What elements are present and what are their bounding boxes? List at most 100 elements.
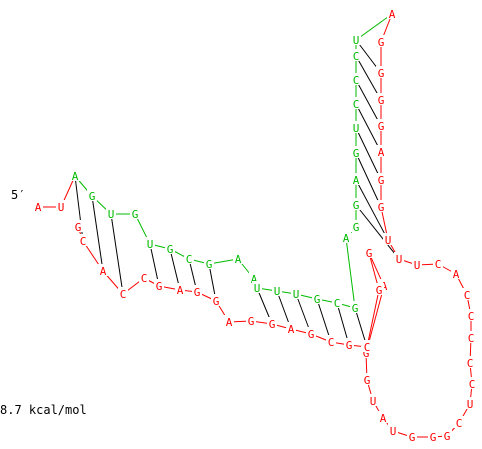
nucleotide-n39: U [414,259,421,272]
nucleotide-n32: G [378,94,385,107]
nucleotide-background [388,424,398,436]
nucleotide-n22: A [353,174,360,187]
nucleotide-n25: C [353,98,360,111]
nucleotide-n29: A [389,8,396,21]
nucleotide-background [233,252,243,264]
nucleotide-n65: G [269,318,276,331]
nucleotide-n60: C [364,341,371,354]
nucleotide-n4: G [89,190,96,203]
nucleotide-n3: A [72,170,79,183]
nucleotide-background [407,430,417,442]
nucleotide-background [272,284,282,296]
base-pair-bond [316,298,332,343]
nucleotide-background [351,220,361,232]
base-pair-bond [355,152,382,208]
nucleotide-background [465,397,475,409]
nucleotide-n71: G [156,280,163,293]
nucleotide-n62: C [328,336,335,349]
nucleotide-n35: G [378,174,385,187]
nucleotide-background [376,93,386,105]
nucleotide-background [362,373,372,385]
nucleotide-background [454,416,464,428]
nucleotide-n63: G [308,328,315,341]
nucleotide-background [175,283,185,295]
nucleotide-n45: C [467,357,474,370]
nucleotide-n56: G [363,347,370,360]
nucleotide-n72: C [141,272,148,285]
nucleotide-n12: A [251,273,258,286]
nucleotide-background [332,296,342,308]
nucleotide-background [376,66,386,78]
base-pair-bond [355,55,382,101]
nucleotide-background [106,207,116,219]
nucleotide-background [267,317,277,329]
nucleotide-n30: G [378,36,385,49]
nucleotide-n61: G [346,339,353,352]
nucleotide-background [451,267,461,279]
nucleotide-n36: G [378,201,385,214]
nucleotide-n9: C [186,253,193,266]
nucleotide-background [286,322,296,334]
nucleotide-n75: C [80,235,87,248]
nucleotide-background [350,301,360,313]
base-pair-bond [355,127,382,181]
nucleotide-background [306,327,316,339]
nucleotide-n43: C [468,310,475,323]
base-pair-bond [91,195,104,272]
free-energy-label: 8.7 kcal/mol [0,403,87,417]
nucleotide-n2: U [58,201,65,214]
nucleotide-background [467,377,477,389]
nucleotide-n46: C [469,378,476,391]
nucleotide-n37: U [385,234,392,247]
nucleotide-n58: G [366,247,373,260]
nucleotide-background [376,173,386,185]
nucleotide-n51: G [409,431,416,444]
nucleotide-background [291,287,301,299]
nucleotide-n15: U [293,288,300,301]
nucleotide-n14: U [274,285,281,298]
nucleotide-n59: G [376,284,383,297]
nucleotide-background [376,200,386,212]
nucleotide-n17: C [334,297,341,310]
nucleotide-background [246,314,256,326]
base-pair-bond [355,79,382,127]
nucleotide-background [70,169,80,181]
nucleotide-n66: G [248,315,255,328]
nucleotide-background [412,258,422,270]
nucleotide-n7: U [147,238,154,251]
nucleotide-n16: G [314,293,321,306]
nucleotide-n41: A [453,268,460,281]
nucleotide-n27: C [353,50,360,63]
nucleotide-n69: G [194,286,201,299]
nucleotide-n44: C [468,332,475,345]
nucleotide-background [312,292,322,304]
nucleotide-background [56,200,66,212]
nucleotide-n47: U [467,398,474,411]
nucleotide-n70: A [177,284,184,297]
five-prime-label: 5′ [11,188,25,202]
nucleotide-background [394,252,404,264]
nucleotide-background [130,207,140,219]
base-pair-bond [355,179,389,241]
nucleotide-background [376,119,386,131]
nucleotide-n53: A [380,412,387,425]
nucleotide-background [374,283,384,295]
nucleotide-background [376,35,386,47]
nucleotide-background [351,173,361,185]
nucleotide-n67: A [226,316,233,329]
nucleotide-background [376,145,386,157]
nucleotide-background [465,356,475,368]
base-pair-bond [355,103,382,153]
nucleotide-background [341,231,351,243]
nucleotide-n64: A [288,323,295,336]
nucleotide-n40: C [435,258,442,271]
nucleotide-background [351,73,361,85]
nucleotide-background [466,309,476,321]
nucleotide-n73: C [120,288,127,301]
nucleotide-background [98,264,108,276]
nucleotide-background [442,429,452,441]
backbone-segment [345,237,356,309]
nucleotide-background [165,242,175,254]
nucleotide-n5: U [108,208,115,221]
